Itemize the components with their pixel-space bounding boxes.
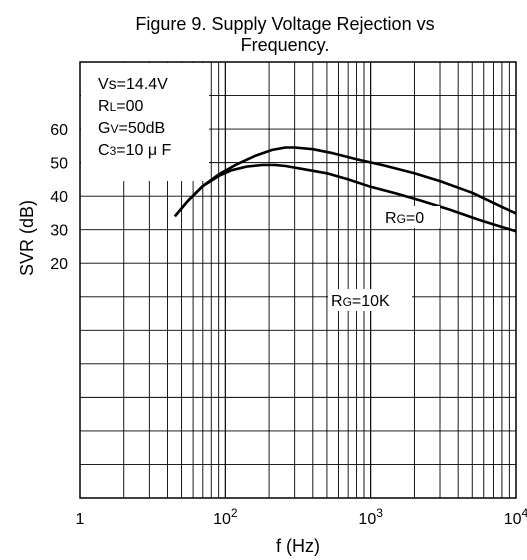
y-axis-label: SVR (dB) — [17, 200, 37, 276]
condition-text: GV=50dB — [98, 120, 165, 137]
series-label-subscript: G — [343, 295, 352, 309]
x-tick-label: 104 — [504, 506, 527, 528]
x-tick-exponent: 3 — [376, 506, 383, 520]
chart-title-line2: Frequency. — [241, 35, 330, 55]
x-tick-label: 102 — [213, 506, 238, 528]
conditions-background — [81, 63, 209, 181]
series-label: RG=0 — [385, 210, 424, 227]
y-tick-label: 50 — [50, 156, 68, 173]
x-tick-label: 1 — [76, 511, 85, 528]
condition-subscript: 3 — [110, 144, 117, 158]
x-tick-exponent: 2 — [231, 506, 238, 520]
y-tick-label: 20 — [50, 256, 68, 273]
conditions-box: Vs=14.4V RL=00 GV=50dB C3=10 μ F — [81, 63, 209, 181]
chart-title-line1: Figure 9. Supply Voltage Rejection vs — [135, 14, 434, 34]
series-labels: RG=0 RG=10K — [328, 206, 440, 311]
condition-text: Vs=14.4V — [98, 76, 168, 93]
y-tick-label: 60 — [50, 122, 68, 139]
series-label-background — [328, 289, 412, 311]
x-tick-exponent: 4 — [522, 506, 527, 520]
y-tick-label: 40 — [50, 189, 68, 206]
condition-text: RL=00 — [98, 98, 143, 115]
y-tick-label: 30 — [50, 223, 68, 240]
x-tick-label: 103 — [358, 506, 383, 528]
series-line-1 — [173, 163, 516, 233]
x-axis-label: f (Hz) — [276, 536, 320, 556]
condition-subscript: L — [110, 100, 117, 114]
x-tick-labels: 1 102 103 104 — [76, 506, 527, 528]
series-label-subscript: G — [397, 212, 406, 226]
plot-frame — [79, 61, 517, 499]
series-group — [173, 146, 516, 233]
series-label: RG=10K — [331, 293, 390, 310]
condition-subscript: V — [110, 122, 118, 136]
condition-text: C3=10 μ F — [98, 142, 172, 159]
series-label-background — [382, 206, 440, 228]
y-tick-labels: 60 50 40 30 20 — [50, 122, 68, 273]
